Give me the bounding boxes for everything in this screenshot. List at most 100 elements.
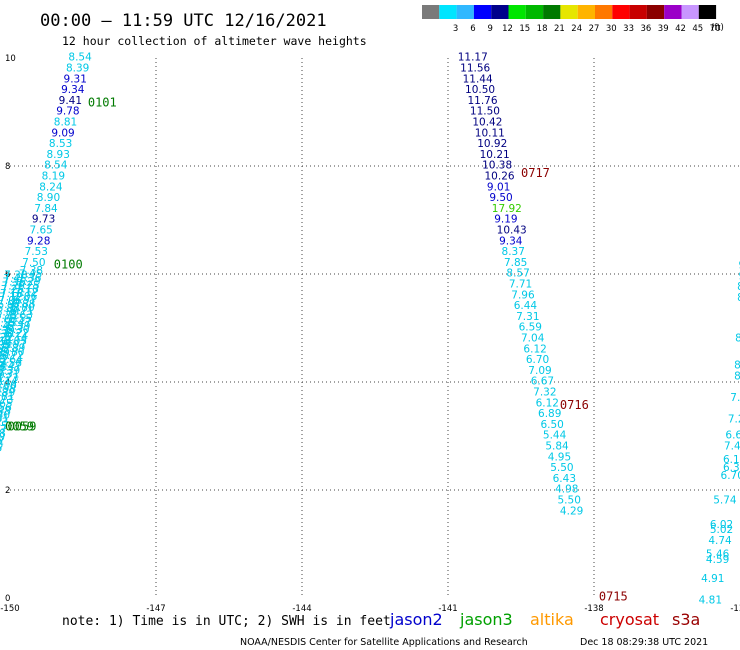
swh-value: 10.38 (482, 160, 512, 172)
footer-credit: NOAA/NESDIS Center for Satellite Applica… (240, 637, 528, 648)
swh-value: 10.50 (465, 84, 495, 96)
legend-entry: cryosat (600, 610, 659, 629)
chart-subtitle: 12 hour collection of altimeter wave hei… (62, 34, 367, 48)
time-label: 0059 (8, 420, 37, 434)
swh-value: 17.92 (492, 203, 522, 215)
swh-value: 5.06 (0, 384, 2, 396)
colorbar-swatch (698, 5, 717, 19)
swh-value: 10.26 (485, 171, 515, 183)
swh-value: 7.85 (504, 257, 527, 269)
swh-value: 6.30 (0, 329, 14, 341)
x-tick-label: -147 (146, 604, 165, 614)
swh-value: 7.50 (22, 257, 45, 269)
swh-value: 9.78 (56, 106, 79, 118)
colorbar-tick-label: 6 (470, 24, 475, 34)
swh-value: 8.24 (39, 181, 63, 193)
swh-value: 5.50 (558, 495, 581, 507)
swh-value: 6.80 (0, 306, 19, 318)
time-label: 0716 (560, 398, 589, 412)
swh-value: 5.72 (0, 350, 23, 362)
swh-value: 7.18 (0, 288, 23, 300)
swh-value: 7.45 (19, 269, 42, 281)
swh-value: 6.02 (710, 519, 733, 531)
swh-value: 9.34 (499, 235, 523, 247)
swh-value: 9.01 (487, 181, 510, 193)
time-label: 0101 (88, 96, 117, 110)
swh-value: 6.97 (0, 299, 21, 311)
swh-value: 3.73 (0, 439, 3, 451)
colorbar-swatch (491, 5, 509, 19)
swh-value: 8.57 (506, 268, 529, 280)
swh-value: 4.56 (0, 402, 12, 414)
swh-value: 5.44 (543, 430, 567, 442)
colorbar-swatch (595, 5, 613, 19)
swh-value: 7.12 (0, 292, 22, 304)
swh-value: 4.07 (0, 424, 7, 436)
swh-value: 5.23 (0, 372, 19, 384)
swh-value: 4.98 (0, 383, 16, 395)
swh-value: 7.38 (4, 269, 27, 281)
colorbar-tick-label: 3 (453, 24, 458, 34)
swh-value: 9.28 (27, 235, 50, 247)
swh-value: 5.64 (0, 354, 23, 366)
swh-value: 3.90 (0, 432, 5, 444)
swh-value: 4.29 (560, 505, 583, 517)
colorbar-tick-label: 39 (658, 24, 669, 34)
swh-value: 4.65 (0, 398, 13, 410)
swh-value: 5.47 (0, 361, 21, 373)
grid (10, 58, 740, 598)
time-label: 0100 (54, 258, 83, 272)
swh-value: 6.97 (13, 295, 36, 307)
swh-value: 5.02 (710, 524, 733, 536)
swh-value: 7.25 (1, 284, 24, 296)
swh-value: 4.91 (701, 573, 724, 585)
swh-value: 6.55 (9, 313, 32, 325)
swh-value: 8.54 (68, 52, 92, 64)
swh-value: 11.56 (460, 63, 490, 75)
swh-value: 8.6 (734, 360, 740, 372)
swh-value: 5.84 (545, 441, 569, 453)
time-label: 0715 (599, 590, 628, 604)
swh-value: 4.95 (548, 451, 571, 463)
colorbar-swatch (612, 5, 630, 19)
swh-value: 5.50 (550, 462, 573, 474)
swh-value: 9 (739, 260, 740, 272)
swh-value: 7.18 (15, 284, 38, 296)
colorbar-swatch (646, 5, 665, 19)
swh-value: 7.29 (17, 276, 40, 288)
swh-value: 7.12 (15, 287, 38, 299)
swh-value: 5.23 (0, 377, 3, 389)
legend-entry: altika (530, 610, 574, 629)
swh-value: 7.71 (509, 279, 532, 291)
swh-value: 6.55 (0, 317, 17, 329)
swh-value: 6.67 (531, 376, 554, 388)
swh-value: 11.17 (458, 52, 488, 64)
swh-value: 6.47 (0, 321, 16, 333)
legend-entry: jason2 (389, 610, 443, 629)
swh-value: 6.71 (0, 310, 18, 322)
y-tick-label: 4 (5, 378, 10, 388)
swh-value: 7.96 (511, 289, 535, 301)
swh-value: 10.21 (480, 149, 510, 161)
colorbar-tick-label: 21 (554, 24, 565, 34)
swh-value: 5.31 (0, 373, 4, 385)
colorbar-tick-label: 27 (589, 24, 600, 34)
swh-value: 3.98 (0, 428, 6, 440)
swh-value: 4.23 (0, 417, 8, 429)
swh-value: 4.73 (0, 395, 13, 407)
swh-value: 4.98 (555, 484, 578, 496)
swh-value: 5.14 (0, 380, 2, 392)
swh-value: 6.39 (7, 321, 30, 333)
swh-value: 8 (737, 292, 740, 304)
swh-value: 8.54 (44, 160, 68, 172)
swh-value: 8.3 (734, 370, 740, 382)
x-tick-label: -135 (730, 604, 740, 614)
y-tick-label: 10 (5, 54, 16, 64)
swh-value: 6.43 (553, 473, 576, 485)
swh-value: 4.59 (706, 554, 729, 566)
swh-value: 6.14 (4, 332, 28, 344)
swh-value: 5.56 (0, 362, 7, 374)
time-label: 0717 (521, 166, 550, 180)
colorbar-tick-label: 70 (710, 24, 721, 34)
colorbar-tick-label: 45 (692, 24, 703, 34)
